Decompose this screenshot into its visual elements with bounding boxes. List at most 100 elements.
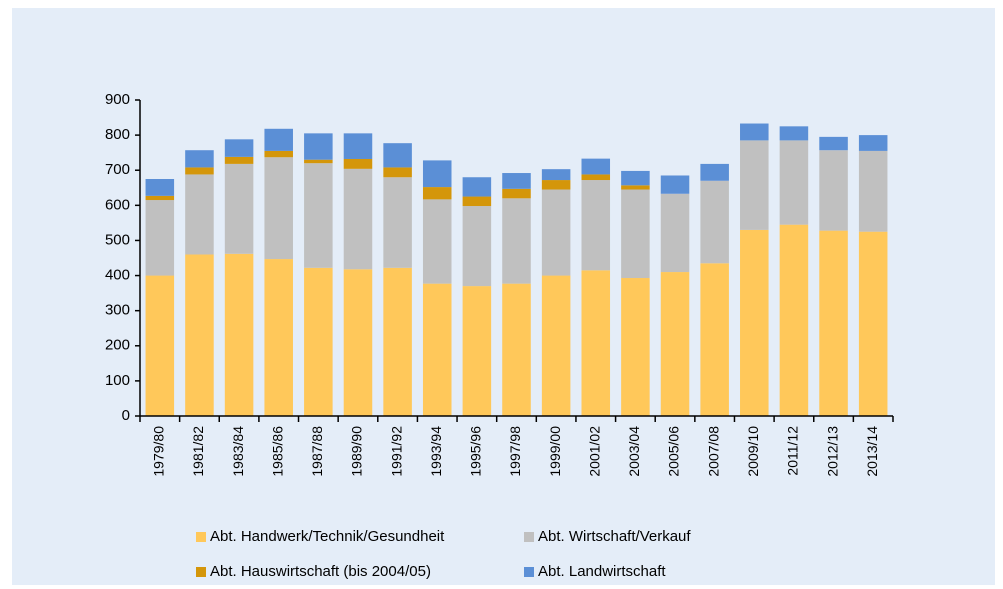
- x-tick-label: 2007/08: [705, 426, 721, 477]
- bar-segment: [779, 224, 809, 416]
- bar-segment: [224, 139, 254, 157]
- bar-segment: [343, 158, 373, 169]
- bar-segment: [145, 275, 175, 416]
- bar-segment: [304, 133, 333, 160]
- bar-segment: [740, 229, 769, 416]
- bar-segment: [185, 174, 214, 255]
- legend-swatch: [524, 567, 534, 577]
- bar-segment: [740, 140, 769, 230]
- bar-segment: [621, 189, 650, 279]
- bar-segment: [462, 206, 492, 287]
- x-tick-label: 1983/84: [230, 426, 246, 477]
- bar-segment: [660, 193, 690, 273]
- bar-segment: [224, 163, 254, 254]
- bar-segment: [819, 136, 848, 151]
- bar-segment: [819, 230, 848, 416]
- bar-segment: [660, 175, 690, 194]
- bar-segment: [621, 278, 650, 416]
- bar-segment: [462, 196, 492, 207]
- x-tick-label: 1993/94: [428, 426, 444, 477]
- bar-segment: [502, 188, 531, 199]
- legend-swatch: [524, 532, 534, 542]
- y-tick-label: 100: [105, 372, 130, 389]
- bar-segment: [145, 195, 175, 201]
- bar-segment: [264, 157, 293, 260]
- bar-segment: [422, 160, 452, 188]
- x-tick-label: 2005/06: [666, 426, 682, 477]
- bar-segment: [383, 167, 412, 178]
- bar-segment: [700, 263, 729, 416]
- bar-segment: [304, 163, 333, 268]
- y-tick-label: 800: [105, 126, 130, 143]
- bar-segment: [224, 253, 254, 416]
- bar-segment: [779, 126, 809, 141]
- x-tick-label: 2003/04: [626, 426, 642, 477]
- bar-segment: [541, 275, 571, 416]
- bar-segment: [145, 179, 175, 196]
- x-tick-label: 2013/14: [864, 426, 880, 477]
- x-tick-label: 1991/92: [388, 426, 404, 477]
- x-tick-label: 2011/12: [785, 426, 801, 476]
- bar-segment: [304, 159, 333, 164]
- y-tick-label: 0: [122, 407, 130, 424]
- bar-segment: [185, 150, 214, 168]
- bar-segment: [185, 167, 214, 175]
- bar-segment: [700, 163, 729, 181]
- bar-segment: [185, 254, 214, 416]
- bar-segment: [343, 133, 373, 159]
- legend-label: Abt. Landwirtschaft: [538, 563, 666, 580]
- bar-segment: [343, 269, 373, 416]
- bar-segment: [264, 128, 293, 151]
- y-tick-label: 400: [105, 267, 130, 284]
- bar-segment: [304, 267, 333, 416]
- bar-segment: [264, 259, 293, 416]
- x-tick-label: 1981/82: [190, 426, 206, 477]
- legend-swatch: [196, 532, 206, 542]
- bar-segment: [422, 187, 452, 200]
- x-tick-label: 1997/98: [507, 426, 523, 477]
- bar-segment: [145, 200, 175, 276]
- bar-segment: [541, 169, 571, 181]
- bar-segment: [502, 198, 531, 284]
- bar-segment: [541, 180, 571, 190]
- bar-segment: [858, 135, 888, 151]
- bar-segment: [383, 177, 412, 268]
- bar-segment: [858, 231, 888, 416]
- x-tick-label: 1999/00: [547, 426, 563, 477]
- bar-segment: [383, 267, 412, 416]
- y-tick-label: 600: [105, 196, 130, 213]
- bar-segment: [343, 168, 373, 270]
- bar-segment: [502, 173, 531, 189]
- bar-segment: [740, 123, 769, 141]
- bar-segment: [819, 150, 848, 231]
- y-tick-label: 200: [105, 337, 130, 354]
- bar-segment: [779, 140, 809, 225]
- x-tick-label: 1995/96: [468, 426, 484, 477]
- legend-swatch: [196, 567, 206, 577]
- legend-label: Abt. Handwerk/Technik/Gesundheit: [210, 528, 445, 545]
- bar-segment: [462, 177, 492, 197]
- bar-segment: [224, 156, 254, 164]
- bar-segment: [422, 283, 452, 416]
- x-tick-label: 1989/90: [349, 426, 365, 477]
- bar-segment: [383, 143, 412, 168]
- y-tick-label: 700: [105, 161, 130, 178]
- x-tick-label: 1979/80: [151, 426, 167, 477]
- bar-segment: [700, 180, 729, 264]
- legend-label: Abt. Wirtschaft/Verkauf: [538, 528, 691, 545]
- bar-segment: [581, 174, 611, 181]
- bar-segment: [462, 286, 492, 416]
- x-tick-label: 2012/13: [824, 426, 840, 477]
- y-tick-label: 500: [105, 231, 130, 248]
- bar-segment: [264, 150, 293, 158]
- bar-segment: [581, 158, 611, 175]
- bar-segment: [502, 283, 531, 416]
- x-tick-label: 1985/86: [269, 426, 285, 477]
- x-tick-label: 2001/02: [586, 426, 602, 477]
- bar-segment: [422, 199, 452, 284]
- y-tick-label: 300: [105, 302, 130, 319]
- bar-segment: [621, 185, 650, 190]
- bar-segment: [660, 272, 690, 416]
- bar-segment: [581, 270, 611, 416]
